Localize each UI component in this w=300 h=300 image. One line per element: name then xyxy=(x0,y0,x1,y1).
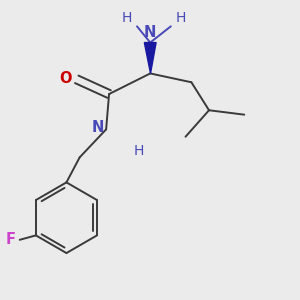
Polygon shape xyxy=(144,43,156,74)
Text: H: H xyxy=(122,11,132,25)
Text: N: N xyxy=(92,120,104,135)
Text: O: O xyxy=(59,71,71,86)
Text: H: H xyxy=(134,143,144,158)
Text: H: H xyxy=(176,11,186,25)
Text: N: N xyxy=(144,25,156,40)
Text: F: F xyxy=(5,232,15,247)
